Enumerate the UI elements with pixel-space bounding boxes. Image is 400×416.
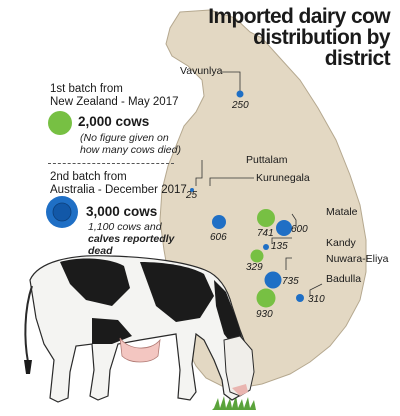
value-nuwara-eliya: 735 [282,276,299,287]
legend-blue-dot-inner [52,202,72,222]
value-badulla: 310 [308,294,325,305]
dot-nuwara-eliya-green [256,288,276,308]
dot-vavuniya [236,90,244,98]
dot-kurunegala [212,215,226,229]
legend-divider [48,163,174,164]
page-title: Imported dairy cow distribution by distr… [170,6,390,69]
value-kurunegala: 606 [210,232,227,243]
value-kandy: 135 [271,241,288,252]
legend-batch1-heading-line2: New Zealand - May 2017 [50,96,179,108]
legend-batch2-heading: 2nd batch from Australia - December 2017 [50,171,187,197]
dot-matale-green [257,209,275,227]
value-nuwara-eliya-green: 930 [256,309,273,320]
dot-kandy-green [250,249,264,263]
label-matale: Matale [326,206,358,218]
dot-matale [276,220,292,236]
dot-puttalam [190,188,194,192]
label-kandy: Kandy [326,237,356,249]
legend-green-dot [48,111,72,135]
legend-batch1-count: 2,000 cows [78,114,150,129]
legend-batch1-heading: 1st batch from New Zealand - May 2017 [50,83,178,109]
title-line-2: distribution by [253,26,390,49]
legend-batch1-note-line2: how many cows died) [80,144,181,156]
legend-batch2-note: 1,100 cows and calves reportedly dead [88,221,174,257]
dot-nuwara-eliya [264,271,282,289]
value-vavuniya: 250 [232,100,249,111]
value-matale: 600 [291,224,308,235]
label-vavuniya: Vavunlya [180,65,223,77]
label-nuwara-eliya: Nuwara-Eliya [326,253,389,265]
legend-batch1-note: (No figure given on how many cows died) [80,132,181,156]
label-kurunegala: Kurunegala [256,172,310,184]
legend-batch2-heading-line2: Australia - December 2017 [50,184,187,196]
label-puttalam: Puttalam [246,154,288,166]
legend-batch2-note-line2: calves reportedly [88,233,175,245]
dot-kandy [263,244,269,250]
legend-batch2-heading-line1: 2nd batch from [50,171,127,183]
dot-badulla [296,294,304,302]
title-line-1: Imported dairy cow [208,5,390,28]
leader-lines [195,71,323,296]
legend-batch1-note-line1: (No figure given on [80,132,169,144]
value-kandy-green: 329 [246,262,263,273]
value-puttalam: 25 [186,190,198,201]
legend-batch2-note-line3: dead [88,245,113,257]
legend-batch1-heading-line1: 1st batch from [50,83,123,95]
legend-batch2-count: 3,000 cows [86,204,158,219]
cow-illustration [24,255,256,410]
value-matale-green: 741 [257,228,274,239]
label-badulla: Badulla [326,273,362,285]
legend-batch2-note-line1: 1,100 cows and [88,221,162,233]
title-line-3: district [324,47,391,70]
